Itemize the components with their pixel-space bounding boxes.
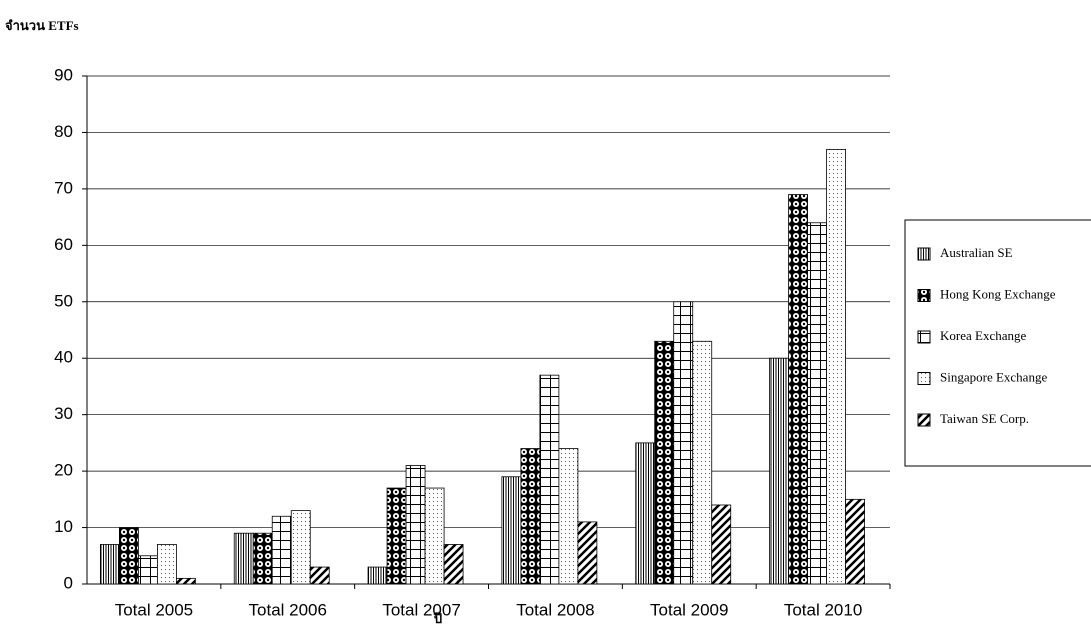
legend-swatch bbox=[917, 247, 931, 261]
legend-label: Taiwan SE Corp. bbox=[940, 411, 1029, 426]
y-tick-label: 40 bbox=[54, 348, 73, 367]
x-tick-label: Total 2008 bbox=[516, 600, 594, 619]
bar bbox=[118, 527, 139, 585]
bar bbox=[290, 510, 311, 585]
legend-label: Hong Kong Exchange bbox=[940, 286, 1056, 301]
bar bbox=[673, 301, 694, 585]
legend-label: Singapore Exchange bbox=[940, 369, 1047, 384]
bar bbox=[405, 465, 426, 585]
y-axis-title: จำนวน ETFs bbox=[5, 18, 79, 33]
legend-swatch bbox=[917, 289, 931, 302]
bar bbox=[271, 515, 292, 585]
x-axis-title: ปี bbox=[433, 611, 442, 626]
bar bbox=[807, 222, 827, 585]
x-tick-label: Total 2007 bbox=[382, 600, 460, 619]
bar bbox=[845, 498, 865, 585]
legend-box bbox=[904, 219, 1091, 467]
bar bbox=[788, 194, 808, 585]
bar bbox=[233, 532, 254, 585]
bar bbox=[137, 555, 158, 585]
bar bbox=[539, 374, 560, 585]
bar bbox=[635, 442, 656, 585]
bar bbox=[386, 487, 407, 585]
legend-swatch bbox=[917, 372, 931, 385]
bar bbox=[367, 566, 388, 585]
y-tick-label: 30 bbox=[54, 404, 73, 423]
bar bbox=[424, 487, 445, 585]
x-tick-label: Total 2010 bbox=[784, 600, 862, 619]
y-tick-label: 0 bbox=[64, 573, 73, 592]
legend-swatch bbox=[917, 330, 931, 344]
bar bbox=[558, 448, 579, 585]
bar bbox=[520, 448, 541, 585]
bar bbox=[176, 577, 196, 585]
x-tick-label: Total 2006 bbox=[249, 600, 327, 619]
legend-swatch bbox=[917, 413, 931, 427]
bar bbox=[309, 566, 330, 585]
bar bbox=[769, 357, 789, 585]
bar bbox=[711, 504, 732, 585]
bar bbox=[577, 521, 598, 585]
y-tick-label: 70 bbox=[54, 178, 73, 197]
x-tick-label: Total 2005 bbox=[115, 600, 193, 619]
y-tick-label: 90 bbox=[54, 65, 73, 84]
bar bbox=[654, 340, 675, 585]
legend-label: Australian SE bbox=[940, 245, 1013, 260]
bar bbox=[501, 476, 522, 585]
bar bbox=[156, 544, 177, 585]
y-tick-label: 50 bbox=[54, 291, 73, 310]
legend-label: Korea Exchange bbox=[940, 328, 1026, 343]
bar bbox=[692, 340, 713, 585]
bar bbox=[443, 544, 464, 585]
bar bbox=[826, 148, 846, 585]
y-tick-label: 20 bbox=[54, 461, 73, 480]
x-tick-label: Total 2009 bbox=[650, 600, 728, 619]
bar bbox=[252, 532, 273, 585]
y-tick-label: 60 bbox=[54, 235, 73, 254]
y-tick-label: 10 bbox=[54, 517, 73, 536]
y-tick-label: 80 bbox=[54, 122, 73, 141]
bar bbox=[99, 544, 120, 585]
